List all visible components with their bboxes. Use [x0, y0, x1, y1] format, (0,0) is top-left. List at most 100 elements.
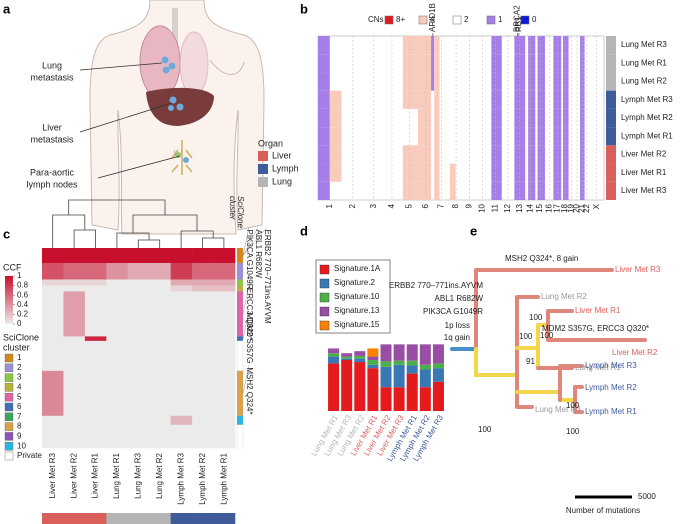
- gene-label: RB1: [514, 16, 523, 32]
- cn-segment: [318, 127, 330, 146]
- cn-segment: [528, 54, 536, 73]
- sample-label: Lymph Met R1: [219, 452, 228, 504]
- cluster-header: SciClone: [236, 196, 245, 229]
- cn-segment: [528, 90, 536, 109]
- panel-e: e Liver Met R3 Lung Met R2 Liver Met R1 …: [389, 223, 661, 515]
- organ-bar: [149, 513, 171, 524]
- bootstrap: 100: [566, 427, 580, 436]
- legend-label: 2: [17, 363, 22, 372]
- legend-label: Liver: [272, 150, 292, 160]
- x-tick-label: 5: [405, 203, 414, 208]
- cn-segment: [528, 108, 536, 128]
- row-label: Lung Met R2: [621, 77, 667, 86]
- leaf-label: Liver Met R2: [612, 348, 658, 357]
- cn-segment: [580, 54, 585, 73]
- cn-segment: [402, 145, 419, 164]
- cn-segment: [491, 54, 502, 73]
- ccf-cell: [149, 370, 171, 417]
- legend-title: SciClone: [3, 332, 39, 342]
- cn-segment: [491, 36, 502, 55]
- ccf-cell: [170, 370, 193, 417]
- legend-label: Lymph: [272, 163, 299, 173]
- legend-swatch: [4, 442, 14, 451]
- bar-segment: [432, 344, 444, 364]
- cn-segment: [329, 90, 342, 109]
- cluster-bar: [236, 370, 244, 416]
- ccf-cell: [192, 291, 214, 337]
- legend-title: CNs: [368, 15, 384, 24]
- cn-segment: [553, 54, 562, 73]
- annotation: 1p loss: [445, 321, 470, 330]
- cn-segment: [418, 108, 432, 128]
- bar-segment: [341, 358, 353, 360]
- organ-bar: [606, 145, 616, 164]
- bar-segment: [367, 360, 379, 365]
- gene-label: BRCA2: [513, 5, 522, 32]
- row-label: Liver Met R2: [621, 150, 667, 159]
- x-tick-label: 6: [421, 203, 430, 208]
- ccf-cell: [42, 285, 64, 292]
- cn-segment: [491, 145, 502, 164]
- cn-segment: [528, 145, 536, 164]
- ccf-cell: [42, 340, 64, 372]
- cn-segment: [434, 163, 440, 182]
- legend-label: 4: [17, 383, 22, 392]
- cn-segment: [563, 90, 569, 109]
- ccf-cell: [170, 415, 193, 426]
- cn-segment: [402, 36, 419, 55]
- legend-swatch: [319, 264, 330, 275]
- ccf-cell: [106, 262, 129, 280]
- bootstrap: 100: [478, 425, 492, 434]
- cn-segment: [318, 163, 330, 182]
- pointer: [97, 155, 181, 179]
- cn-segment: [418, 145, 432, 164]
- panel-tag: c: [3, 226, 10, 241]
- cn-segment: [434, 145, 440, 164]
- cn-segment: [537, 54, 545, 73]
- ccf-cell: [42, 291, 64, 337]
- legend-swatch: [4, 353, 14, 363]
- legend-swatch: [418, 15, 428, 25]
- sample-label: Lymph Met R2: [198, 452, 207, 504]
- cn-segment: [431, 72, 435, 91]
- organ-bar: [213, 513, 236, 524]
- x-tick-label: 20: [572, 203, 581, 212]
- legend-swatch: [319, 306, 330, 317]
- ccf-cell: [106, 291, 129, 337]
- cn-segment: [537, 163, 545, 182]
- legend-label: 8+: [396, 15, 405, 24]
- row-label: Liver Met R3: [621, 186, 667, 195]
- scale-label: 5000: [638, 492, 656, 501]
- legend-label: 1: [498, 15, 503, 24]
- cn-segment: [318, 36, 330, 55]
- cn-segment: [318, 108, 330, 128]
- row-label: Lung Met R1: [621, 58, 667, 67]
- ccf-cell: [149, 291, 171, 337]
- ccf-scale: [5, 276, 13, 324]
- x-tick-label: 3: [369, 203, 378, 208]
- x-tick-label: 9: [465, 203, 474, 208]
- ccf-cell: [192, 340, 214, 372]
- lymph-vessels: [171, 140, 193, 175]
- x-tick-label: 12: [503, 203, 512, 212]
- legend-swatch: [319, 292, 330, 303]
- bootstrap: 100: [566, 401, 580, 410]
- ccf-cell: [127, 291, 150, 337]
- bar-segment: [393, 344, 405, 361]
- bar-segment: [393, 387, 405, 411]
- legend-label: 10: [17, 441, 26, 450]
- ccf-tick-label: 0.2: [17, 310, 29, 319]
- cn-segment: [418, 72, 432, 91]
- legend-swatch: [486, 15, 496, 25]
- bar-segment: [341, 356, 353, 359]
- ccf-cell: [213, 262, 236, 280]
- ccf-cell: [149, 248, 171, 264]
- ccf-cell: [84, 336, 107, 342]
- ccf-cell: [63, 285, 86, 292]
- ccf-cell: [63, 336, 86, 342]
- cn-segment: [329, 163, 342, 182]
- cn-segment: [537, 181, 545, 200]
- cn-segment: [537, 36, 545, 55]
- bar-segment: [328, 348, 340, 354]
